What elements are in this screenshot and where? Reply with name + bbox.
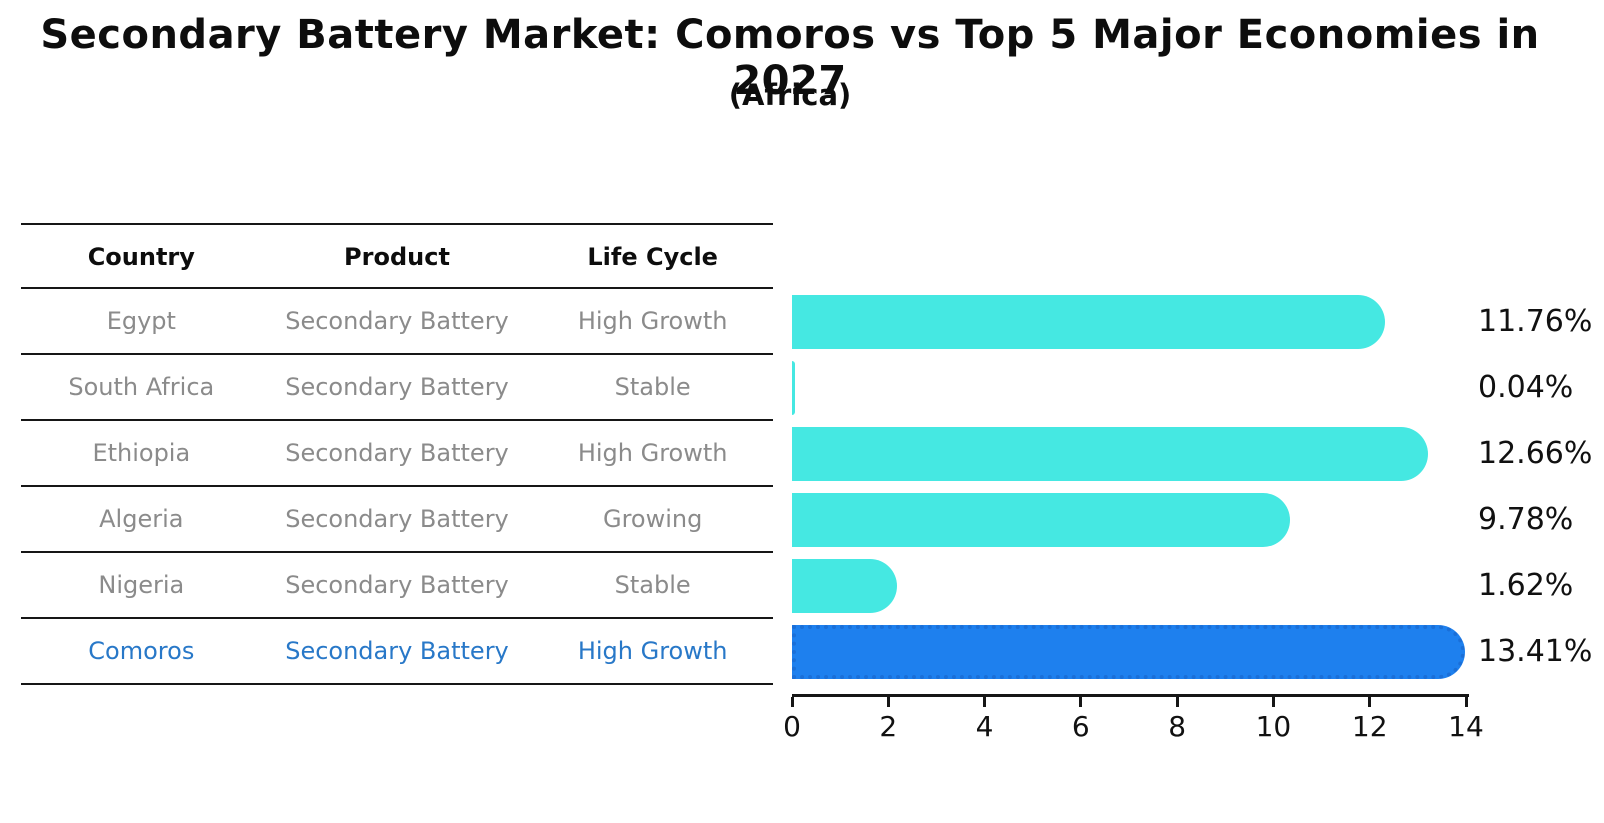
table-cell: Stable [614, 571, 691, 599]
x-axis-tick [983, 697, 987, 707]
x-axis-tick-label: 14 [1448, 710, 1484, 743]
table-cell: Secondary Battery [285, 637, 509, 665]
table-cell: Ethiopia [92, 439, 191, 467]
x-axis-tick-label: 0 [783, 710, 801, 743]
table-cell: Secondary Battery [285, 373, 509, 401]
bar-value-label: 11.76% [1478, 304, 1593, 339]
chart-title: Secondary Battery Market: Comoros vs Top… [40, 12, 1540, 104]
x-axis-tick [886, 697, 890, 707]
bar-comoros [792, 625, 1465, 679]
x-axis-tick [1368, 697, 1372, 707]
table-row: South Africa Secondary Battery Stable [21, 355, 773, 421]
table-row: Nigeria Secondary Battery Stable [21, 553, 773, 619]
table-cell: Secondary Battery [285, 505, 509, 533]
bar-value-label: 13.41% [1478, 634, 1593, 669]
table-cell: Comoros [88, 637, 195, 665]
x-axis-tick-label: 8 [1168, 710, 1187, 743]
bar-value-label: 1.62% [1478, 568, 1574, 603]
table-cell: Nigeria [98, 571, 185, 599]
bar-algeria [792, 493, 1290, 547]
x-axis-tick [1175, 697, 1179, 707]
x-axis-tick [1464, 697, 1468, 707]
x-axis-tick-label: 2 [879, 710, 898, 743]
x-axis-tick-label: 10 [1255, 710, 1292, 743]
table-cell: South Africa [68, 373, 215, 401]
x-axis-tick-label: 6 [1071, 710, 1090, 743]
table-header-cell: Country [87, 243, 195, 271]
x-axis-tick [1079, 697, 1083, 707]
table-cell: Stable [614, 373, 691, 401]
table-header-cell: Product [344, 243, 450, 271]
bar-value-label: 9.78% [1478, 502, 1574, 537]
bar-ethiopia [792, 427, 1429, 481]
bar-value-label: 12.66% [1478, 436, 1593, 471]
table-cell: High Growth [577, 637, 728, 665]
table-cell: High Growth [577, 307, 728, 335]
table-header-cell: Life Cycle [587, 243, 718, 271]
bar-egypt [792, 295, 1386, 349]
table-row: Algeria Secondary Battery Growing [21, 487, 773, 553]
table-cell: Secondary Battery [285, 571, 509, 599]
chart-subtitle: (Africa) [728, 78, 852, 112]
bar-nigeria [792, 559, 897, 613]
table-cell: Secondary Battery [285, 307, 509, 335]
x-axis-tick-label: 12 [1351, 710, 1388, 743]
x-axis-tick [1271, 697, 1275, 707]
x-axis-tick-label: 4 [975, 710, 994, 743]
table-cell: Algeria [99, 505, 184, 533]
table-cell: Secondary Battery [285, 439, 509, 467]
table-cell: High Growth [577, 439, 728, 467]
table-header-row: Country Product Life Cycle [21, 223, 773, 289]
bar-value-label: 0.04% [1478, 370, 1574, 405]
table-row: Egypt Secondary Battery High Growth [21, 289, 773, 355]
table-cell: Growing [602, 505, 703, 533]
table-row: Comoros Secondary Battery High Growth [21, 619, 773, 685]
table-cell: Egypt [106, 307, 176, 335]
bar-south-africa [792, 361, 795, 415]
x-axis-line [792, 694, 1469, 697]
x-axis-tick [790, 697, 794, 707]
table-row: Ethiopia Secondary Battery High Growth [21, 421, 773, 487]
